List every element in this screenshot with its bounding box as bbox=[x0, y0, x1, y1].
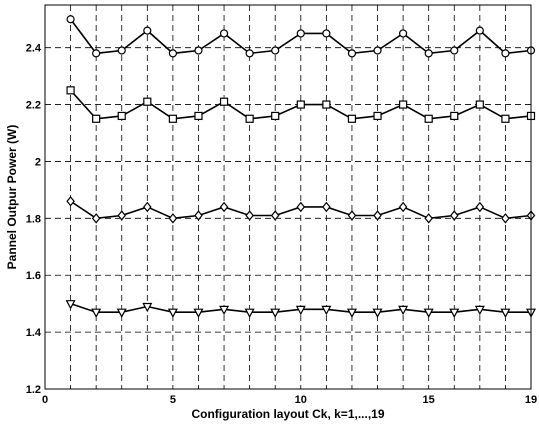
y-tick-label: 1.6 bbox=[26, 270, 41, 282]
y-tick-label: 1.4 bbox=[26, 327, 42, 339]
circle-marker bbox=[296, 29, 305, 38]
diamond-marker bbox=[322, 201, 331, 213]
plot-frame bbox=[44, 4, 532, 390]
triangle-down-marker bbox=[500, 308, 511, 318]
triangle-down-marker bbox=[474, 305, 485, 316]
diamond-marker bbox=[91, 213, 101, 224]
x-tick-label: 5 bbox=[170, 394, 176, 406]
circle-marker bbox=[219, 29, 229, 38]
x-tick-label: 15 bbox=[423, 394, 435, 406]
diamond-marker bbox=[270, 210, 280, 221]
circle-marker bbox=[399, 29, 408, 38]
triangle-down-marker bbox=[423, 308, 434, 318]
square-marker bbox=[475, 100, 484, 109]
series-triangle-down bbox=[65, 300, 536, 318]
triangle-down-marker bbox=[116, 308, 127, 318]
square-marker bbox=[66, 86, 75, 95]
circle-marker bbox=[143, 26, 152, 35]
y-tick-label: 2.2 bbox=[26, 100, 41, 112]
square-marker bbox=[219, 97, 229, 106]
circle-marker bbox=[168, 49, 177, 58]
series-diamond bbox=[66, 196, 536, 224]
diamond-marker bbox=[66, 196, 75, 207]
square-marker bbox=[399, 100, 408, 109]
square-marker bbox=[450, 111, 459, 121]
square-marker bbox=[424, 114, 433, 123]
series-circle bbox=[66, 15, 536, 58]
square-marker bbox=[143, 97, 152, 106]
triangle-down-marker bbox=[142, 302, 153, 313]
circle-marker bbox=[322, 29, 331, 38]
diamond-marker bbox=[398, 201, 408, 213]
square-marker bbox=[168, 114, 177, 123]
x-axis-label: Configuration layout Ck, k=1,...,19 bbox=[191, 407, 384, 421]
diamond-marker bbox=[219, 201, 229, 213]
diamond-marker bbox=[501, 213, 510, 224]
y-tick-label: 1.8 bbox=[26, 213, 41, 225]
diamond-marker bbox=[194, 210, 203, 221]
y-axis-label: Pannel Outpur Power (W) bbox=[5, 125, 19, 270]
y-tick-label: 1.2 bbox=[26, 384, 41, 396]
circle-marker bbox=[475, 26, 484, 35]
circle-marker bbox=[373, 46, 382, 55]
triangle-down-marker bbox=[372, 308, 383, 318]
square-marker bbox=[347, 114, 357, 123]
circle-marker bbox=[271, 46, 280, 55]
series-group bbox=[65, 15, 536, 318]
triangle-down-marker bbox=[321, 305, 332, 316]
x-tick-label: 19 bbox=[525, 394, 537, 406]
diamond-marker bbox=[117, 210, 127, 221]
diamond-marker bbox=[475, 201, 485, 213]
triangle-down-marker bbox=[346, 308, 357, 318]
triangle-down-marker bbox=[398, 305, 409, 316]
square-marker bbox=[271, 111, 280, 121]
square-marker bbox=[373, 111, 382, 121]
circle-marker bbox=[347, 49, 357, 58]
x-tick-label: 0 bbox=[42, 394, 48, 406]
diamond-marker bbox=[347, 210, 357, 221]
circle-marker bbox=[194, 46, 203, 55]
circle-marker bbox=[501, 49, 510, 58]
triangle-down-marker bbox=[270, 308, 281, 318]
tick-labels: 0 5 10 15 19 1.2 1.4 1.6 1.8 2 2.2 2.4 bbox=[26, 43, 537, 406]
diamond-marker bbox=[373, 210, 382, 221]
grid bbox=[45, 5, 531, 389]
square-marker bbox=[322, 100, 331, 109]
diamond-marker bbox=[168, 213, 178, 224]
triangle-down-marker bbox=[449, 308, 460, 318]
diamond-marker bbox=[424, 213, 433, 224]
diamond-marker bbox=[245, 210, 254, 221]
square-marker bbox=[245, 114, 254, 123]
diamond-marker bbox=[143, 201, 152, 213]
series-square bbox=[66, 86, 536, 123]
triangle-down-marker bbox=[295, 305, 306, 316]
square-marker bbox=[92, 114, 101, 123]
triangle-down-marker bbox=[65, 300, 76, 310]
triangle-down-marker bbox=[167, 308, 178, 318]
y-tick-label: 2 bbox=[35, 156, 41, 168]
circle-marker bbox=[450, 46, 459, 55]
circle-marker bbox=[92, 49, 101, 58]
circle-marker bbox=[245, 49, 254, 58]
y-tick-label: 2.4 bbox=[26, 43, 42, 55]
circle-marker bbox=[424, 49, 433, 58]
triangle-down-marker bbox=[219, 305, 230, 316]
square-marker bbox=[194, 111, 203, 121]
square-marker bbox=[117, 111, 126, 121]
circle-marker bbox=[66, 15, 75, 24]
triangle-down-marker bbox=[244, 308, 255, 318]
triangle-down-marker bbox=[193, 308, 204, 318]
square-marker bbox=[501, 114, 510, 123]
square-marker bbox=[296, 100, 305, 109]
diamond-marker bbox=[449, 210, 459, 221]
triangle-down-marker bbox=[91, 308, 102, 318]
circle-marker bbox=[117, 46, 126, 55]
x-tick-label: 10 bbox=[295, 394, 307, 406]
diamond-marker bbox=[296, 201, 306, 213]
